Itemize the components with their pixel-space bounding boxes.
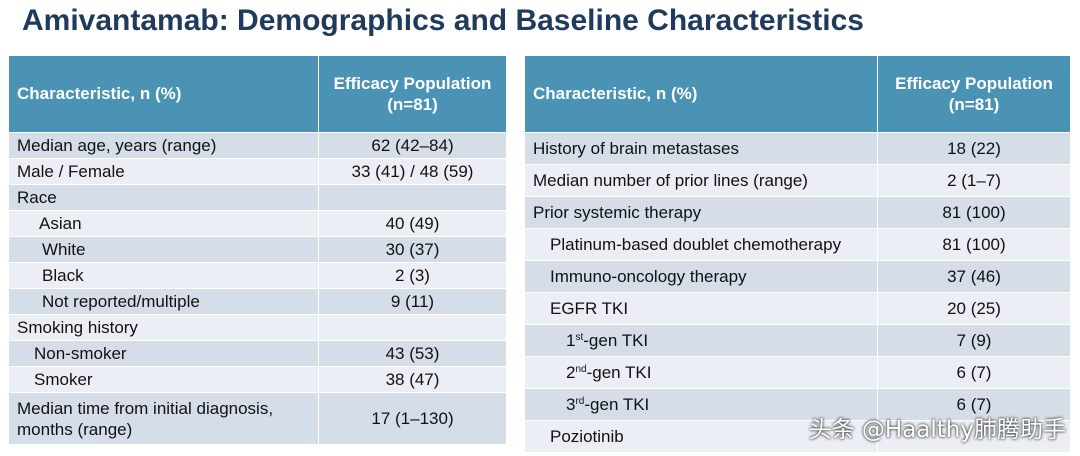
row-value <box>318 314 507 341</box>
right-treatment-history-table: Characteristic, n (%) Efficacy Populatio… <box>524 55 1071 453</box>
table-row: Black 2 (3) <box>8 262 507 289</box>
ordinal-suffix: rd <box>575 395 585 407</box>
table-row: Smoker 38 (47) <box>8 366 507 393</box>
ordinal-suffix: nd <box>575 363 587 375</box>
row-label: Race <box>8 184 319 211</box>
row-label: Black <box>8 262 319 289</box>
generation-number: 1 <box>566 330 576 350</box>
row-label: Median age, years (range) <box>8 132 319 159</box>
table-row: 1st-gen TKI 7 (9) <box>524 324 1071 357</box>
row-value: 62 (42–84) <box>318 132 507 159</box>
row-label: 2nd-gen TKI <box>524 356 878 389</box>
row-value: 81 (100) <box>877 228 1071 261</box>
row-value: 6 (7) <box>877 356 1071 389</box>
row-label: Smoker <box>8 366 319 393</box>
row-label: Smoking history <box>8 314 319 341</box>
efficacy-population-header: Efficacy Population (n=81) <box>877 55 1071 133</box>
table-row: 3rd-gen TKI 6 (7) <box>524 388 1071 421</box>
generation-number: 2 <box>566 362 576 382</box>
row-label-line2: months (range) <box>17 419 133 439</box>
row-value: 20 (25) <box>877 292 1071 325</box>
row-label: 3rd-gen TKI <box>524 388 878 421</box>
row-value: 43 (53) <box>318 340 507 367</box>
row-value <box>877 420 1071 453</box>
generation-label: -gen TKI <box>583 330 649 350</box>
row-label: Poziotinib <box>524 420 878 453</box>
row-value <box>318 184 507 211</box>
table-row: Poziotinib <box>524 420 1071 453</box>
row-value: 7 (9) <box>877 324 1071 357</box>
row-label: Male / Female <box>8 158 319 185</box>
population-header-line2: (n=81) <box>948 95 1000 114</box>
table-row: Race <box>8 184 507 211</box>
efficacy-population-header: Efficacy Population (n=81) <box>318 55 507 133</box>
table-row: History of brain metastases 18 (22) <box>524 132 1071 165</box>
row-value: 2 (3) <box>318 262 507 289</box>
row-value: 40 (49) <box>318 210 507 237</box>
table-row: Immuno-oncology therapy 37 (46) <box>524 260 1071 293</box>
row-label: Platinum-based doublet chemotherapy <box>524 228 878 261</box>
page-title: Amivantamab: Demographics and Baseline C… <box>22 4 864 37</box>
row-label: Prior systemic therapy <box>524 196 878 229</box>
table-row: Prior systemic therapy 81 (100) <box>524 196 1071 229</box>
table-header-row: Characteristic, n (%) Efficacy Populatio… <box>524 55 1071 133</box>
table-header-row: Characteristic, n (%) Efficacy Populatio… <box>8 55 507 133</box>
row-label: Non-smoker <box>8 340 319 367</box>
table-row: Male / Female 33 (41) / 48 (59) <box>8 158 507 185</box>
generation-label: -gen TKI <box>586 362 652 382</box>
row-label: EGFR TKI <box>524 292 878 325</box>
row-value: 30 (37) <box>318 236 507 263</box>
table-row: Asian 40 (49) <box>8 210 507 237</box>
characteristic-header: Characteristic, n (%) <box>524 55 878 133</box>
ordinal-suffix: st <box>575 331 584 343</box>
table-row: EGFR TKI 20 (25) <box>524 292 1071 325</box>
left-demographics-table: Characteristic, n (%) Efficacy Populatio… <box>8 55 507 445</box>
generation-label: -gen TKI <box>584 394 650 414</box>
row-label: Asian <box>8 210 319 237</box>
table-row: Platinum-based doublet chemotherapy 81 (… <box>524 228 1071 261</box>
row-label: History of brain metastases <box>524 132 878 165</box>
characteristic-header: Characteristic, n (%) <box>8 55 319 133</box>
table-row: White 30 (37) <box>8 236 507 263</box>
row-label: Median number of prior lines (range) <box>524 164 878 197</box>
table-row: Non-smoker 43 (53) <box>8 340 507 367</box>
population-header-line2: (n=81) <box>387 95 438 114</box>
row-label: White <box>8 236 319 263</box>
watermark: 头条 @Haalthy肺腾助手 <box>808 417 1066 443</box>
row-value: 81 (100) <box>877 196 1071 229</box>
row-label: 1st-gen TKI <box>524 324 878 357</box>
table-row: Median time from initial diagnosis, mont… <box>8 392 507 445</box>
table-row: Smoking history <box>8 314 507 341</box>
generation-number: 3 <box>566 394 576 414</box>
row-value: 37 (46) <box>877 260 1071 293</box>
table-row: 2nd-gen TKI 6 (7) <box>524 356 1071 389</box>
row-value: 6 (7) <box>877 388 1071 421</box>
row-label: Not reported/multiple <box>8 288 319 315</box>
row-label: Immuno-oncology therapy <box>524 260 878 293</box>
population-header-line1: Efficacy Population <box>895 74 1053 93</box>
table-row: Median age, years (range) 62 (42–84) <box>8 132 507 159</box>
row-value: 2 (1–7) <box>877 164 1071 197</box>
row-value: 9 (11) <box>318 288 507 315</box>
row-value: 38 (47) <box>318 366 507 393</box>
row-label: Median time from initial diagnosis, mont… <box>8 392 319 445</box>
row-value: 17 (1–130) <box>318 392 507 445</box>
table-row: Not reported/multiple 9 (11) <box>8 288 507 315</box>
row-value: 18 (22) <box>877 132 1071 165</box>
table-row: Median number of prior lines (range) 2 (… <box>524 164 1071 197</box>
row-value: 33 (41) / 48 (59) <box>318 158 507 185</box>
population-header-line1: Efficacy Population <box>333 74 492 93</box>
row-label-line1: Median time from initial diagnosis, <box>17 398 274 418</box>
